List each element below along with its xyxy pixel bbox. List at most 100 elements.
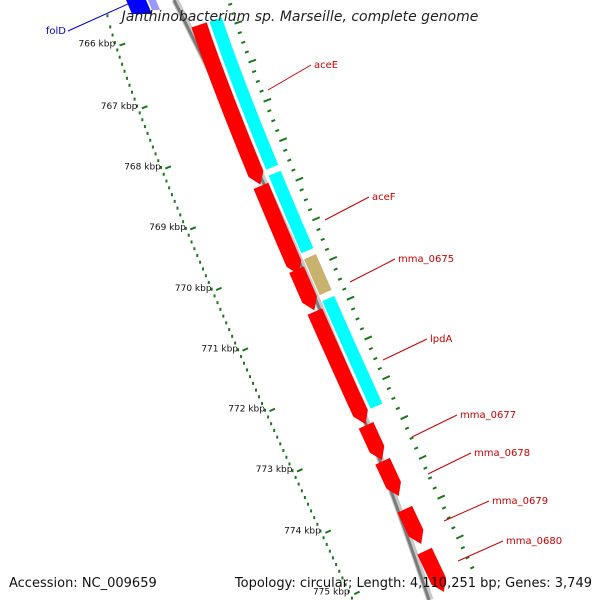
ruler-tick-label: 768 kbp xyxy=(124,162,161,172)
gc-dash xyxy=(418,454,427,460)
gc-dot xyxy=(170,193,173,197)
gc-dot xyxy=(270,422,273,426)
gc-dot xyxy=(350,596,353,600)
leader-line-aceF xyxy=(324,196,370,221)
gc-dot xyxy=(219,307,222,311)
ruler-tick-label: 770 kbp xyxy=(175,284,212,294)
gc-dash xyxy=(255,79,261,84)
gc-dot xyxy=(335,563,338,567)
gc-dot xyxy=(149,138,152,142)
gc-dash xyxy=(377,366,383,371)
pseudo-track xyxy=(304,254,332,296)
gc-dash xyxy=(455,534,464,540)
gc-dot xyxy=(173,199,176,203)
gc-dot xyxy=(252,381,255,385)
gc-dot xyxy=(146,131,149,135)
gc-dash xyxy=(391,396,396,401)
gc-dot xyxy=(225,321,228,325)
gc-dot xyxy=(267,415,270,419)
gc-dash xyxy=(234,20,243,25)
gc-dash xyxy=(382,375,391,381)
gc-dot xyxy=(310,509,313,513)
gene-label-lpdA: lpdA xyxy=(430,334,452,345)
gc-dash xyxy=(413,446,419,450)
gc-dot xyxy=(168,186,171,190)
gc-dot xyxy=(109,25,112,29)
gc-dot xyxy=(319,529,322,533)
gc-dot xyxy=(347,589,350,593)
gc-dot xyxy=(255,388,258,392)
gc-dot xyxy=(184,226,187,230)
leader-line-lpdA xyxy=(382,338,428,361)
gc-dot xyxy=(116,48,119,52)
gc-dot xyxy=(249,375,252,379)
gc-dot xyxy=(294,475,297,479)
gc-dot xyxy=(187,233,190,237)
topology-text: Topology: circular; Length: 4,110,251 bp… xyxy=(234,576,592,591)
ruler-tick-label: 772 kbp xyxy=(228,405,265,415)
gc-dash xyxy=(324,247,330,252)
gc-dot xyxy=(303,496,306,500)
complement-track-2 xyxy=(322,295,383,409)
gc-dot xyxy=(131,90,134,94)
gc-dot xyxy=(288,462,291,466)
cds-aceE xyxy=(191,22,264,185)
gc-dash xyxy=(368,346,374,351)
gc-dot xyxy=(182,220,185,224)
gc-dash xyxy=(451,526,456,530)
gc-dash xyxy=(248,58,257,64)
ruler-tick-label: 773 kbp xyxy=(256,465,293,475)
ruler-tick xyxy=(242,347,249,352)
cds-mma_0680 xyxy=(417,547,446,592)
gc-dot xyxy=(237,348,240,352)
gc-dot xyxy=(151,145,154,149)
complement-track-1 xyxy=(268,170,314,254)
gc-dash xyxy=(228,2,233,6)
ruler-tick-label: 775 kbp xyxy=(313,588,350,598)
gc-dash xyxy=(303,198,309,202)
leader-line-mma_0680 xyxy=(457,540,504,562)
gc-dot xyxy=(297,482,300,486)
gc-dash xyxy=(320,237,325,242)
leader-line-mma_0677 xyxy=(411,414,458,438)
gc-dot xyxy=(136,104,139,108)
gc-dash xyxy=(446,516,451,520)
gc-dash xyxy=(460,546,466,550)
gc-dash xyxy=(423,466,428,470)
gc-dash xyxy=(271,119,276,123)
gc-dash xyxy=(359,327,365,331)
gc-dot xyxy=(313,516,316,520)
leader-line-mma_0679 xyxy=(443,500,490,522)
gc-dot xyxy=(331,556,334,560)
leader-line-mma_0678 xyxy=(427,452,472,475)
gc-dash xyxy=(404,426,410,431)
gc-dot xyxy=(264,408,267,412)
gc-dot xyxy=(210,287,213,291)
cds-folD xyxy=(126,0,152,14)
gc-dash xyxy=(274,128,280,133)
accession-text: Accession: NC_009659 xyxy=(9,576,157,591)
gc-dash xyxy=(237,31,243,35)
gc-dash xyxy=(355,317,360,321)
gc-dash xyxy=(395,406,401,411)
gc-dot xyxy=(306,502,309,506)
gc-dash xyxy=(465,555,470,560)
cds-mma_0675 xyxy=(289,266,317,311)
gc-dash xyxy=(469,565,475,570)
gc-dot xyxy=(176,206,179,210)
ruler-tick xyxy=(164,165,172,170)
gc-dot xyxy=(106,14,109,18)
gc-dash xyxy=(333,267,338,271)
gc-dash xyxy=(283,148,288,152)
gc-dash xyxy=(295,176,304,182)
gc-dash xyxy=(346,295,355,301)
gc-dot xyxy=(165,179,168,183)
gc-dot xyxy=(118,55,121,59)
ruler-tick-label: 767 kbp xyxy=(101,102,138,112)
ruler-tick-label: 769 kbp xyxy=(149,223,186,233)
gc-dot xyxy=(243,361,246,365)
gc-dot xyxy=(240,354,243,358)
gc-dot xyxy=(199,260,202,264)
gc-dot xyxy=(234,341,237,345)
gc-dot xyxy=(111,33,114,37)
